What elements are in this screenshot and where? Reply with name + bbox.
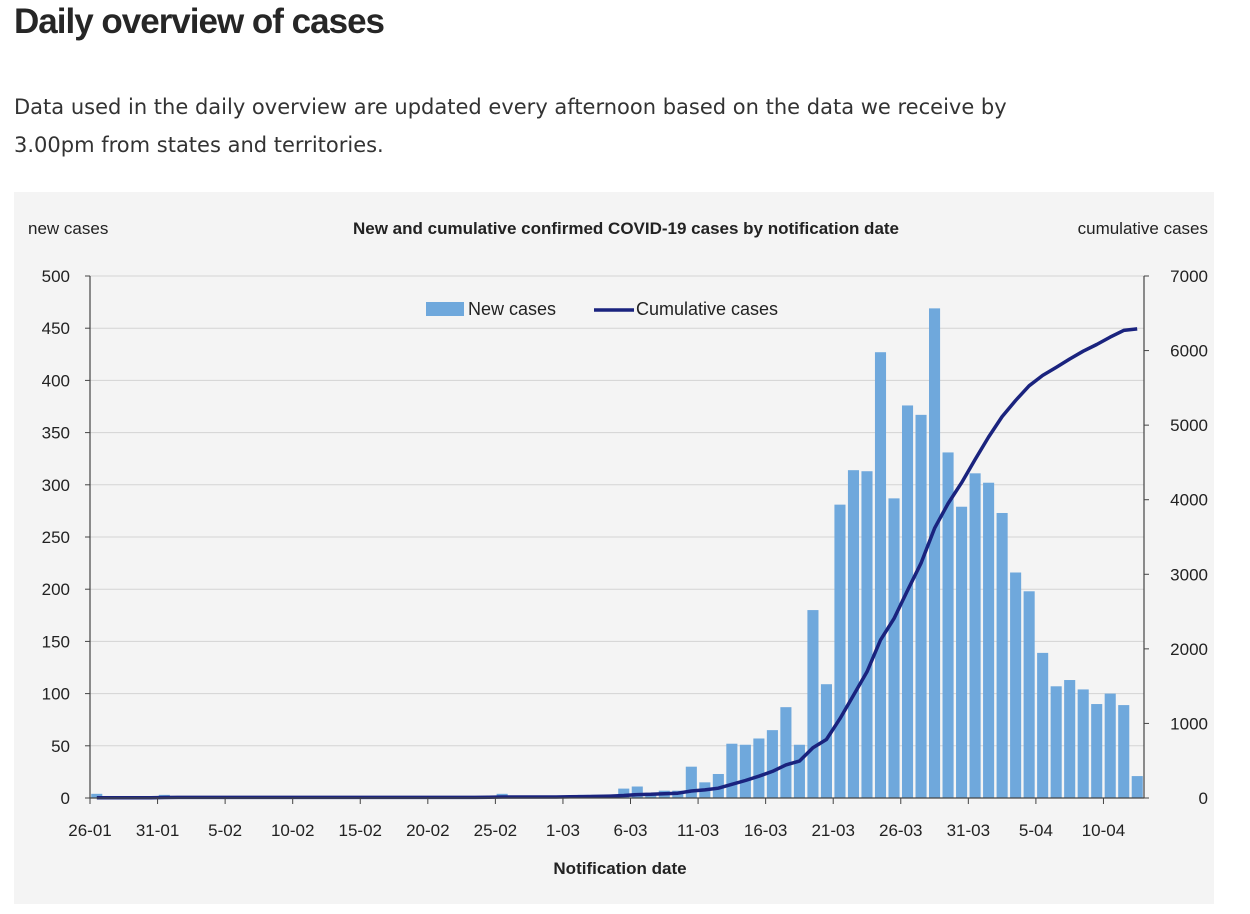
bar-new-cases [739,744,751,798]
y-tick-label-right: 7000 [1170,267,1208,286]
bar-new-cases [956,506,968,798]
y-tick-label-left: 350 [42,424,70,443]
bars-new-cases [91,308,1143,798]
bar-new-cases [929,308,941,798]
page-title: Daily overview of cases [14,2,385,41]
bar-new-cases [1077,689,1089,798]
bar-new-cases [847,470,860,798]
bar-new-cases [753,738,765,798]
bar-new-cases [712,773,724,798]
y-axis-label-left: new cases [28,219,108,238]
chart-title: New and cumulative confirmed COVID-19 ca… [353,219,899,238]
line-cumulative [96,327,1138,800]
legend-label-new-cases: New cases [468,299,556,319]
x-tick-label: 26-01 [68,821,111,840]
legend-swatch-new-cases [426,302,464,316]
bar-new-cases [685,766,697,798]
intro-paragraph: Data used in the daily overview are upda… [14,95,1007,157]
bar-new-cases [1131,776,1143,798]
y-tick-label-right: 4000 [1170,491,1208,510]
y-tick-label-left: 500 [42,267,70,286]
bar-new-cases [1091,704,1103,798]
y-tick-label-right: 0 [1199,789,1208,808]
y-tick-label-left: 150 [42,632,70,651]
bar-new-cases [793,744,805,798]
bar-new-cases [1050,686,1062,798]
x-tick-label: 5-04 [1019,821,1053,840]
bar-new-cases [726,743,738,798]
bar-new-cases [1064,680,1076,798]
legend: New cases Cumulative cases [426,299,778,319]
y-tick-label-left: 200 [42,580,70,599]
y-tick-label-right: 3000 [1170,565,1208,584]
x-tick-label: 15-02 [339,821,382,840]
bar-new-cases [1037,652,1049,798]
bar-new-cases [861,471,873,798]
x-tick-label: 5-02 [208,821,242,840]
y-tick-label-left: 100 [42,685,70,704]
gridlines [90,275,1144,747]
y-tick-label-left: 450 [42,319,70,338]
bar-new-cases [1010,572,1022,798]
cumulative-line [96,327,1138,800]
bar-new-cases [996,512,1008,798]
y-tick-label-right: 2000 [1170,640,1208,659]
bar-new-cases [901,405,914,798]
y-tick-label-right: 6000 [1170,342,1208,361]
x-tick-label: 6-03 [613,821,647,840]
x-tick-label: 21-03 [811,821,854,840]
y-tick-label-right: 1000 [1170,714,1208,733]
bar-new-cases [834,504,846,798]
y-axis-label-right: cumulative cases [1078,219,1208,238]
y-tick-label-left: 0 [61,789,70,808]
bar-new-cases [969,473,981,798]
y-tick-label-left: 250 [42,528,70,547]
x-tick-label: 26-03 [879,821,922,840]
y-tick-label-left: 50 [51,737,70,756]
bar-new-cases [807,610,819,798]
x-tick-label: 11-03 [677,821,719,840]
bar-new-cases [631,786,643,798]
bar-new-cases [91,793,103,798]
x-tick-label: 31-01 [136,821,179,840]
chart-container: 0 50 100 150 200 250 300 350 400 450 500 0 1000 2000 3… [14,192,1214,904]
bar-new-cases [1023,591,1035,798]
bar-new-cases [888,498,900,798]
bar-new-cases [1118,705,1130,798]
bar-new-cases [874,352,887,798]
legend-label-cumulative: Cumulative cases [636,299,778,319]
bar-new-cases [618,788,630,798]
y-tick-label-left: 300 [42,476,70,495]
x-tick-label: 25-02 [474,821,517,840]
bar-new-cases [780,707,792,798]
x-tick-label: 31-03 [947,821,990,840]
x-axis-label: Notification date [553,859,686,878]
bar-new-cases [915,414,927,798]
x-tick-label: 10-04 [1082,821,1125,840]
x-tick-label: 10-02 [271,821,314,840]
x-tick-label: 16-03 [744,821,787,840]
x-tick-label: 1-03 [546,821,580,840]
bar-new-cases [942,452,954,798]
bar-new-cases [983,482,995,798]
axes: 0501001502002503003504004505000100020003… [42,267,1208,840]
bar-new-cases [766,730,778,798]
y-tick-label-left: 400 [42,371,70,390]
bar-new-cases [1104,693,1116,798]
y-tick-label-right: 5000 [1170,416,1208,435]
chart-svg: 0501001502002503003504004505000100020003… [28,219,1208,878]
x-tick-label: 20-02 [406,821,449,840]
